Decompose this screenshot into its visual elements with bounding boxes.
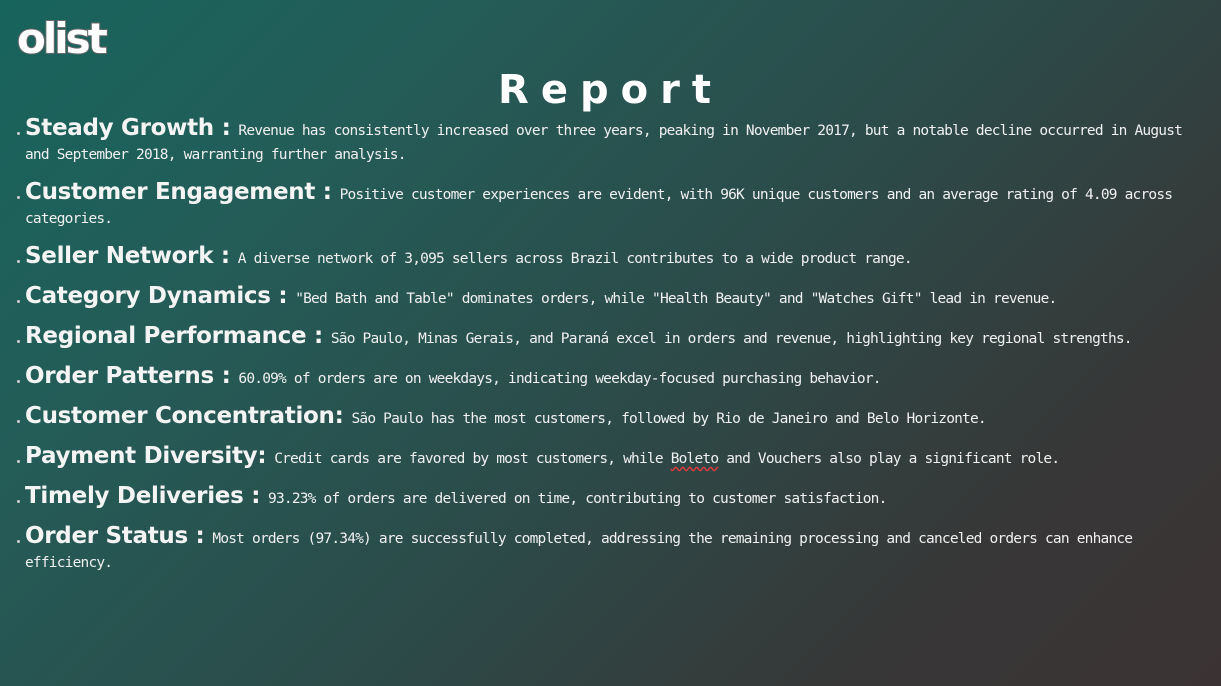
- item-text: A diverse network of 3,095 sellers acros…: [229, 251, 913, 267]
- item-heading: Timely Deliveries :: [25, 483, 261, 509]
- item-heading: Regional Performance :: [25, 323, 323, 349]
- item-heading: Category Dynamics :: [25, 283, 288, 309]
- report-item-steady-growth: Steady Growth : Revenue has consistently…: [17, 117, 1212, 167]
- report-item-category-dynamics: Category Dynamics : "Bed Bath and Table"…: [17, 285, 1212, 311]
- bullet-dot: [17, 500, 20, 503]
- spellcheck-word: Boleto: [670, 451, 719, 467]
- item-heading: Payment Diversity:: [25, 443, 267, 469]
- bullet-dot: [17, 260, 20, 263]
- bullet-dot: [17, 460, 20, 463]
- olist-logo: olist: [16, 14, 109, 63]
- bullet-dot: [17, 420, 20, 423]
- item-text: 93.23% of orders are delivered on time, …: [260, 491, 887, 507]
- report-item-seller-network: Seller Network : A diverse network of 3,…: [17, 245, 1212, 271]
- report-item-customer-engagement: Customer Engagement : Positive customer …: [17, 181, 1212, 231]
- item-text-post: and Vouchers also play a significant rol…: [718, 451, 1060, 467]
- item-text: Positive customer experiences are eviden…: [25, 187, 1173, 227]
- item-heading: Customer Concentration:: [25, 403, 344, 429]
- bullet-dot: [17, 300, 20, 303]
- bullet-dot: [17, 380, 20, 383]
- bullet-dot: [17, 196, 20, 199]
- bullet-dot: [17, 340, 20, 343]
- item-text: São Paulo, Minas Gerais, and Paraná exce…: [322, 331, 1133, 347]
- report-item-regional-performance: Regional Performance : São Paulo, Minas …: [17, 325, 1212, 351]
- item-text: Revenue has consistently increased over …: [25, 123, 1183, 163]
- item-text: Most orders (97.34%) are successfully co…: [25, 531, 1133, 571]
- item-heading: Steady Growth :: [25, 115, 231, 141]
- item-heading: Customer Engagement :: [25, 179, 332, 205]
- report-list: Steady Growth : Revenue has consistently…: [17, 117, 1212, 589]
- item-text: São Paulo has the most customers, follow…: [343, 411, 986, 427]
- bullet-dot: [17, 132, 20, 135]
- item-heading: Order Status :: [25, 523, 205, 549]
- page-title: Report: [498, 67, 723, 113]
- item-text: "Bed Bath and Table" dominates orders, w…: [287, 291, 1057, 307]
- report-item-payment-diversity: Payment Diversity: Credit cards are favo…: [17, 445, 1212, 471]
- bullet-dot: [17, 540, 20, 543]
- report-item-customer-concentration: Customer Concentration: São Paulo has th…: [17, 405, 1212, 431]
- report-item-order-status: Order Status : Most orders (97.34%) are …: [17, 525, 1212, 575]
- item-heading: Seller Network :: [25, 243, 230, 269]
- report-item-timely-deliveries: Timely Deliveries : 93.23% of orders are…: [17, 485, 1212, 511]
- report-item-order-patterns: Order Patterns : 60.09% of orders are on…: [17, 365, 1212, 391]
- item-heading: Order Patterns :: [25, 363, 231, 389]
- item-text: 60.09% of orders are on weekdays, indica…: [230, 371, 881, 387]
- item-text-pre: Credit cards are favored by most custome…: [266, 451, 671, 467]
